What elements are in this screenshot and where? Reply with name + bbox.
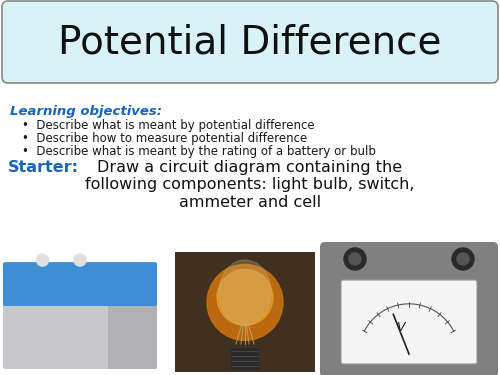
Circle shape [349,253,361,265]
Text: •  Describe what is meant by potential difference: • Describe what is meant by potential di… [22,119,314,132]
FancyBboxPatch shape [320,242,498,375]
Bar [175,252,315,372]
FancyBboxPatch shape [3,297,157,369]
Circle shape [36,254,48,266]
Bar [231,348,259,370]
FancyBboxPatch shape [3,262,157,306]
FancyBboxPatch shape [2,1,498,83]
Text: Draw a circuit diagram containing the
following components: light bulb, switch,
: Draw a circuit diagram containing the fo… [85,160,415,210]
Circle shape [452,248,474,270]
Text: Potential Difference: Potential Difference [58,23,442,61]
Circle shape [457,253,469,265]
FancyBboxPatch shape [108,297,157,369]
Text: •  Describe what is meant by the rating of a battery or bulb: • Describe what is meant by the rating o… [22,145,376,158]
Text: V: V [396,321,405,333]
Text: Starter:: Starter: [8,160,79,175]
Text: Learning objectives:: Learning objectives: [10,105,162,118]
Circle shape [74,254,86,266]
Text: •  Describe how to measure potential difference: • Describe how to measure potential diff… [22,132,307,145]
Circle shape [344,248,366,270]
Ellipse shape [219,260,271,325]
FancyBboxPatch shape [341,280,477,364]
Circle shape [207,264,283,340]
Circle shape [217,269,273,326]
